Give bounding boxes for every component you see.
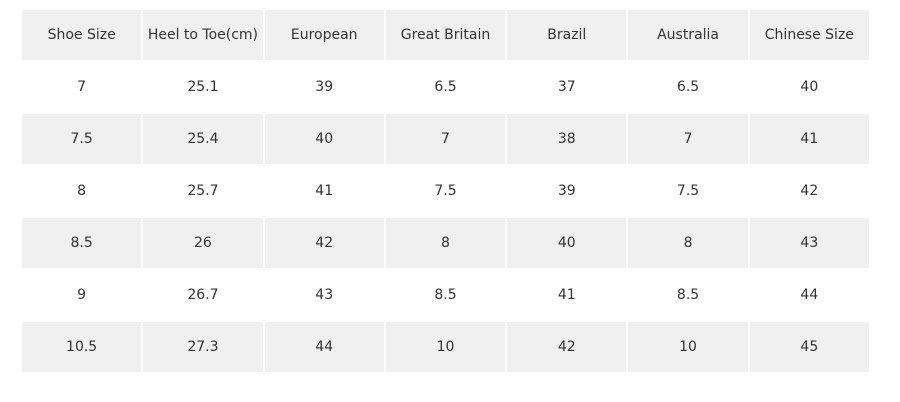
table-cell: 44 bbox=[749, 270, 869, 320]
table-cell: 45 bbox=[749, 322, 869, 372]
size-table-container: Shoe Size Heel to Toe(cm) European Great Br… bbox=[22, 10, 873, 372]
header-cell: Shoe Size bbox=[22, 10, 142, 60]
table-cell: 40 bbox=[264, 114, 384, 164]
table-cell: 26.7 bbox=[143, 270, 263, 320]
table-cell: 43 bbox=[264, 270, 384, 320]
table-cell: 42 bbox=[749, 166, 869, 216]
table-cell: 39 bbox=[507, 166, 627, 216]
table-cell: 7.5 bbox=[628, 166, 748, 216]
table-cell: 7 bbox=[22, 62, 142, 112]
table-cell: 8.5 bbox=[22, 218, 142, 268]
header-row: Shoe Size Heel to Toe(cm) European Great Br… bbox=[22, 10, 869, 60]
table-cell: 6.5 bbox=[628, 62, 748, 112]
size-table: Shoe Size Heel to Toe(cm) European Great Br… bbox=[20, 8, 871, 374]
header-cell: Heel to Toe(cm) bbox=[143, 10, 263, 60]
table-cell: 41 bbox=[507, 270, 627, 320]
table-cell: 7.5 bbox=[22, 114, 142, 164]
table-cell: 7.5 bbox=[385, 166, 506, 216]
header-cell: Chinese Size bbox=[749, 10, 869, 60]
table-cell: 38 bbox=[507, 114, 627, 164]
table-cell: 26 bbox=[143, 218, 263, 268]
table-cell: 41 bbox=[749, 114, 869, 164]
table-cell: 25.4 bbox=[143, 114, 263, 164]
header-cell: Great Britain bbox=[385, 10, 506, 60]
table-cell: 39 bbox=[264, 62, 384, 112]
table-cell: 10.5 bbox=[22, 322, 142, 372]
table-row: 10.5 27.3 44 10 42 10 45 bbox=[22, 322, 869, 372]
table-cell: 8.5 bbox=[628, 270, 748, 320]
table-cell: 6.5 bbox=[385, 62, 506, 112]
table-cell: 44 bbox=[264, 322, 384, 372]
table-cell: 42 bbox=[507, 322, 627, 372]
table-cell: 40 bbox=[749, 62, 869, 112]
header-cell: Australia bbox=[628, 10, 748, 60]
header-cell: European bbox=[264, 10, 384, 60]
table-cell: 8 bbox=[628, 218, 748, 268]
table-cell: 37 bbox=[507, 62, 627, 112]
table-cell: 10 bbox=[628, 322, 748, 372]
table-cell: 7 bbox=[628, 114, 748, 164]
table-row: 8.5 26 42 8 40 8 43 bbox=[22, 218, 869, 268]
table-cell: 8 bbox=[22, 166, 142, 216]
table-cell: 25.7 bbox=[143, 166, 263, 216]
table-cell: 27.3 bbox=[143, 322, 263, 372]
table-cell: 9 bbox=[22, 270, 142, 320]
table-row: 9 26.7 43 8.5 41 8.5 44 bbox=[22, 270, 869, 320]
table-row: 8 25.7 41 7.5 39 7.5 42 bbox=[22, 166, 869, 216]
table-cell: 43 bbox=[749, 218, 869, 268]
table-cell: 7 bbox=[385, 114, 506, 164]
table-cell: 25.1 bbox=[143, 62, 263, 112]
table-cell: 40 bbox=[507, 218, 627, 268]
table-cell: 8.5 bbox=[385, 270, 506, 320]
table-cell: 8 bbox=[385, 218, 506, 268]
header-cell: Brazil bbox=[507, 10, 627, 60]
table-cell: 42 bbox=[264, 218, 384, 268]
table-row: 7 25.1 39 6.5 37 6.5 40 bbox=[22, 62, 869, 112]
table-row: 7.5 25.4 40 7 38 7 41 bbox=[22, 114, 869, 164]
table-cell: 41 bbox=[264, 166, 384, 216]
table-cell: 10 bbox=[385, 322, 506, 372]
